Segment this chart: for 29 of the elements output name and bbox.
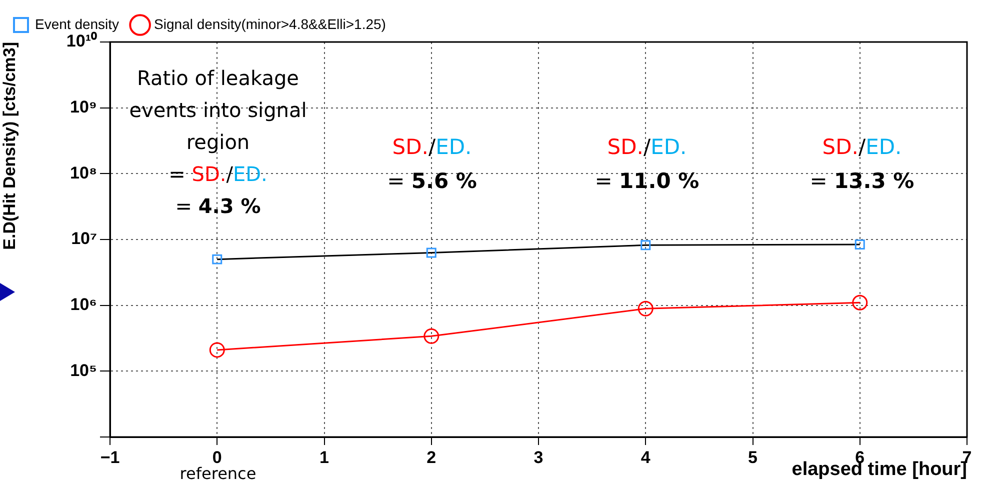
- point: [424, 328, 440, 344]
- y-tick-label: 10⁶: [70, 295, 97, 314]
- y-tick-label: 10⁸: [70, 163, 97, 182]
- x-tick-label: 4: [640, 448, 651, 467]
- text: SD./ED. = 13.3 %: [810, 135, 914, 193]
- text: SD./ED. = 5.6 %: [387, 135, 477, 193]
- point: [209, 342, 225, 358]
- y-tick-label: 10⁵: [70, 360, 97, 380]
- point: [638, 300, 654, 316]
- x-tick-label: 0: [212, 448, 222, 467]
- text: Ratio of leakage events into signal region = SD./ED. = 4.3 %: [129, 66, 307, 218]
- text: SD./ED. = 11.0 %: [594, 135, 700, 193]
- x-tick-label: 1: [320, 448, 329, 467]
- y-tick-label: 10⁹: [70, 98, 97, 117]
- y-tick-label: 10¹⁰: [66, 32, 97, 51]
- point: [426, 248, 436, 258]
- text: reference: [178, 464, 258, 484]
- x-tick-label: 2: [426, 448, 436, 467]
- point: [852, 294, 868, 310]
- point: [640, 240, 651, 250]
- point: [212, 254, 222, 264]
- x-tick-label: 3: [534, 448, 544, 467]
- x-tick-label: 5: [748, 448, 758, 467]
- y-tick-label: 10⁷: [71, 229, 97, 248]
- x-tick-label: −1: [100, 448, 120, 467]
- y-axis-title: E.D(Hit Density) [cts/cm3]: [0, 42, 19, 250]
- legend-label: Event density: [35, 16, 120, 32]
- point: [854, 239, 865, 250]
- legend-label: Signal density(minor>4.8&&Elli>1.25): [154, 16, 386, 32]
